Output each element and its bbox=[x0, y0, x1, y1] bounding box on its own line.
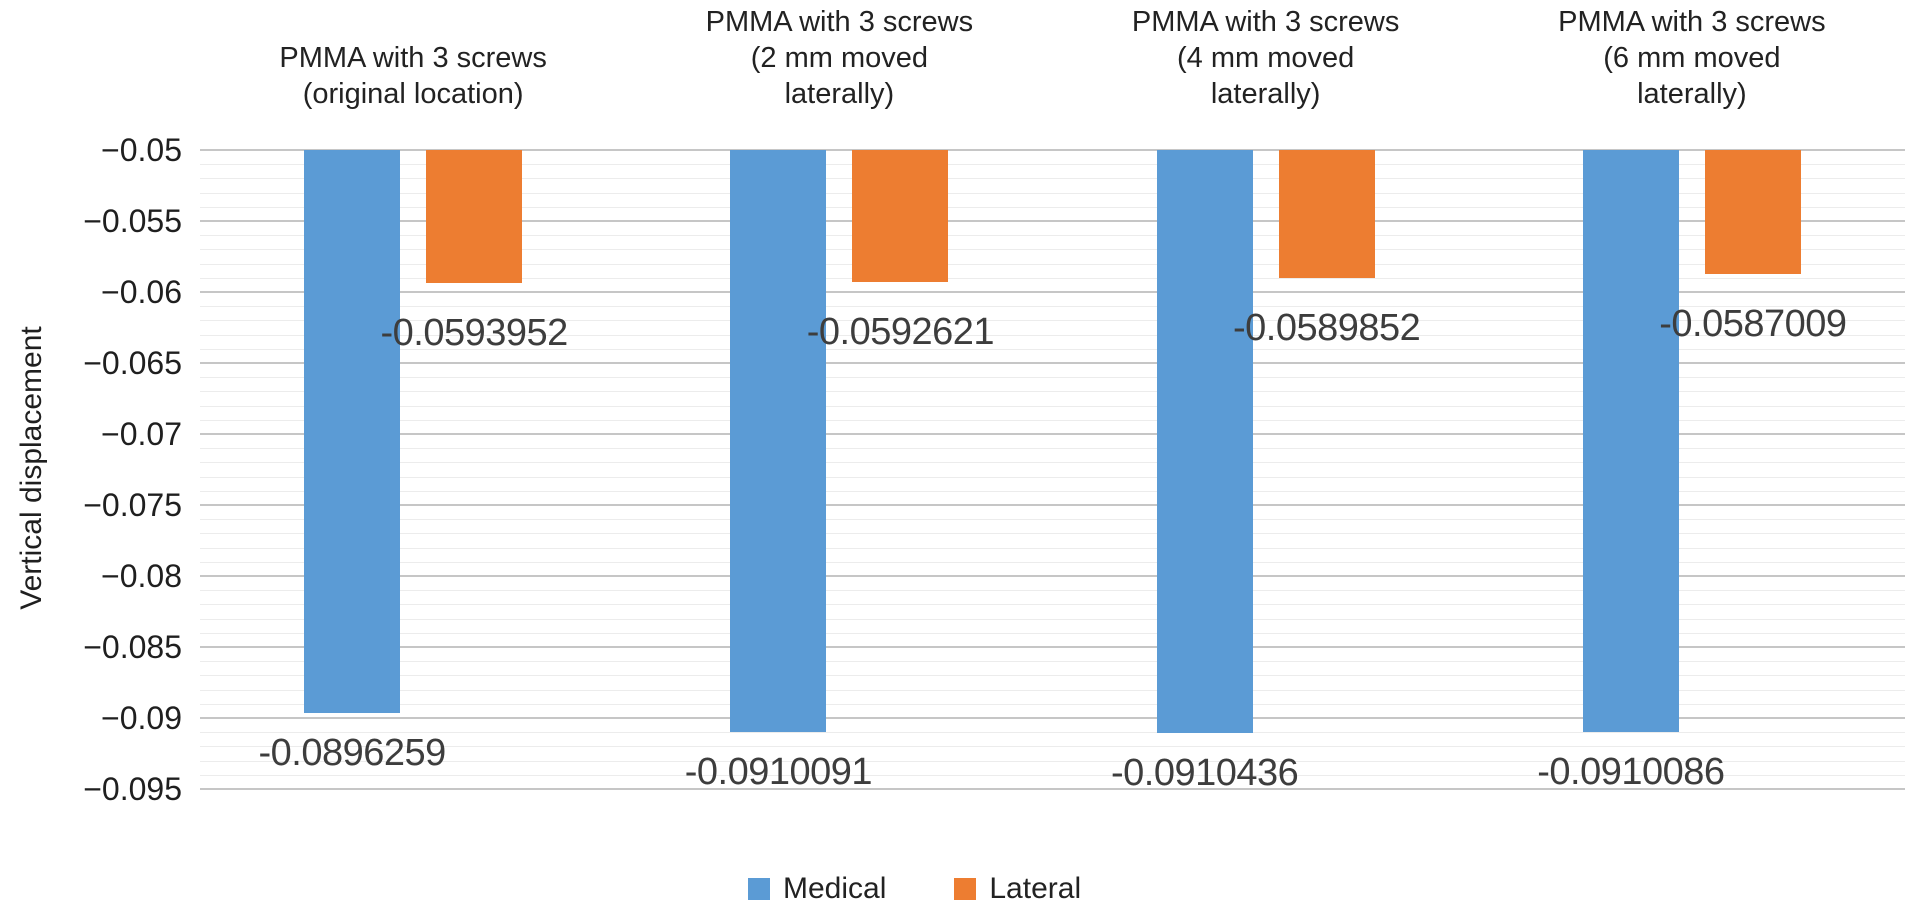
data-label-medical-2: -0.0910091 bbox=[684, 751, 873, 794]
bar-lateral-4 bbox=[1704, 150, 1801, 274]
legend-entry-lateral: Lateral bbox=[954, 872, 1081, 906]
gridline-minor bbox=[200, 320, 1905, 322]
data-label-lateral-4: -0.0587009 bbox=[1659, 302, 1847, 345]
category-title-line: laterally) bbox=[1210, 78, 1321, 110]
data-label-medical-4: -0.0910086 bbox=[1537, 751, 1725, 794]
gridline-major bbox=[200, 575, 1905, 577]
gridline-minor bbox=[200, 249, 1905, 251]
gridline-minor bbox=[200, 604, 1905, 606]
gridline-minor bbox=[200, 348, 1905, 350]
y-tick-label: −0.075 bbox=[83, 487, 182, 523]
bar-medical-1 bbox=[304, 150, 401, 713]
category-title-line: (6 mm moved bbox=[1603, 42, 1781, 74]
gridline-minor bbox=[200, 448, 1905, 450]
gridline-minor bbox=[200, 732, 1905, 734]
gridline-minor bbox=[200, 419, 1905, 421]
bar-lateral-3 bbox=[1278, 150, 1375, 278]
y-tick-label: −0.085 bbox=[83, 629, 182, 665]
bar-medical-4 bbox=[1582, 150, 1679, 733]
legend-label: Lateral bbox=[989, 872, 1082, 905]
category-title-line: PMMA with 3 screws bbox=[1131, 6, 1400, 38]
gridline-minor bbox=[200, 632, 1905, 634]
gridline-minor bbox=[200, 391, 1905, 393]
gridline-minor bbox=[200, 277, 1905, 279]
y-tick-label: −0.09 bbox=[101, 700, 182, 736]
category-title: PMMA with 3 screws (4 mm moved laterally) bbox=[1036, 0, 1496, 112]
gridline-minor bbox=[200, 192, 1905, 194]
y-tick-label: −0.065 bbox=[83, 345, 182, 381]
gridline-minor bbox=[200, 462, 1905, 464]
gridline-minor bbox=[200, 405, 1905, 407]
gridline-minor bbox=[200, 760, 1905, 762]
gridline-minor bbox=[200, 519, 1905, 521]
gridline-minor bbox=[200, 774, 1905, 776]
gridline-major bbox=[200, 149, 1905, 151]
bar-medical-2 bbox=[730, 150, 827, 733]
y-tick-label: −0.05 bbox=[101, 132, 182, 168]
gridline-major bbox=[200, 220, 1905, 222]
bar-medical-3 bbox=[1156, 150, 1253, 733]
category-title-line: laterally) bbox=[784, 78, 895, 110]
category-title-line: PMMA with 3 screws bbox=[705, 6, 974, 38]
gridline-minor bbox=[200, 547, 1905, 549]
category-title: PMMA with 3 screws (2 mm moved laterally) bbox=[609, 0, 1069, 112]
category-title: PMMA with 3 screws (6 mm moved laterally) bbox=[1462, 0, 1913, 112]
gridline-minor bbox=[200, 206, 1905, 208]
y-tick-label: −0.06 bbox=[101, 274, 182, 310]
legend-entry-medical: Medical bbox=[748, 872, 886, 906]
gridline-minor bbox=[200, 164, 1905, 166]
gridline-minor bbox=[200, 618, 1905, 620]
gridline-minor bbox=[200, 377, 1905, 379]
gridline-minor bbox=[200, 306, 1905, 308]
y-tick-label: −0.08 bbox=[101, 558, 182, 594]
gridline-minor bbox=[200, 561, 1905, 563]
data-label-medical-3: -0.0910436 bbox=[1110, 751, 1299, 794]
gridline-major bbox=[200, 788, 1905, 790]
bar-lateral-1 bbox=[426, 150, 523, 284]
legend-label: Medical bbox=[783, 872, 887, 905]
bar-lateral-2 bbox=[852, 150, 949, 282]
gridline-major bbox=[200, 433, 1905, 435]
gridline-minor bbox=[200, 490, 1905, 492]
gridline-major bbox=[200, 504, 1905, 506]
gridline-minor bbox=[200, 746, 1905, 748]
gridline-minor bbox=[200, 675, 1905, 677]
gridline-minor bbox=[200, 590, 1905, 592]
gridline-major bbox=[200, 646, 1905, 648]
gridline-minor bbox=[200, 263, 1905, 265]
plot-area bbox=[200, 149, 1905, 790]
gridline-minor bbox=[200, 533, 1905, 535]
gridline-minor bbox=[200, 661, 1905, 663]
gridline-major bbox=[200, 362, 1905, 364]
gridline-minor bbox=[200, 703, 1905, 705]
data-label-lateral-1: -0.0593952 bbox=[380, 312, 568, 355]
category-title-line: (original location) bbox=[302, 78, 524, 110]
legend-swatch-icon bbox=[954, 878, 977, 900]
gridline-minor bbox=[200, 235, 1905, 237]
y-tick-label: −0.095 bbox=[83, 771, 182, 807]
category-title-line: (2 mm moved bbox=[750, 42, 928, 74]
category-title-line: (4 mm moved bbox=[1176, 42, 1355, 74]
category-title-line: laterally) bbox=[1637, 78, 1747, 110]
data-label-lateral-2: -0.0592621 bbox=[806, 310, 995, 353]
y-tick-label: −0.055 bbox=[83, 203, 182, 239]
gridline-minor bbox=[200, 334, 1905, 336]
gridline-minor bbox=[200, 689, 1905, 691]
category-title: PMMA with 3 screws (original location) bbox=[183, 0, 643, 112]
category-title-line: PMMA with 3 screws bbox=[279, 42, 547, 74]
gridline-major bbox=[200, 717, 1905, 719]
legend: Medical Lateral bbox=[748, 872, 1081, 906]
gridline-major bbox=[200, 291, 1905, 293]
gridline-minor bbox=[200, 476, 1905, 478]
category-title-line: PMMA with 3 screws bbox=[1558, 6, 1826, 38]
y-tick-label: −0.07 bbox=[101, 416, 182, 452]
data-label-lateral-3: -0.0589852 bbox=[1232, 306, 1421, 349]
data-label-medical-1: -0.0896259 bbox=[258, 731, 446, 774]
gridline-minor bbox=[200, 178, 1905, 180]
legend-swatch-icon bbox=[748, 878, 770, 900]
